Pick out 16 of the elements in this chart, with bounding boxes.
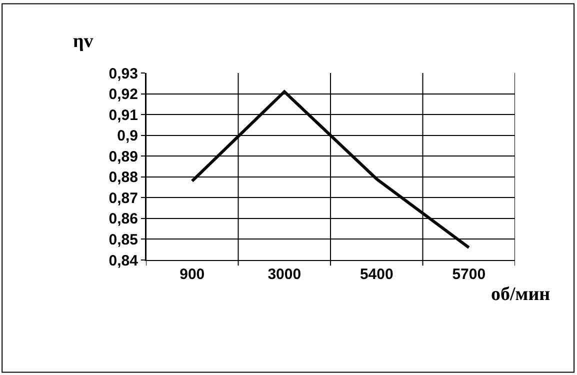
y-tick-label: 0,88: [108, 169, 138, 186]
y-tick-label: 0,93: [108, 65, 138, 82]
y-tick-label: 0,92: [108, 86, 138, 104]
y-tick-label: 0,84: [108, 252, 139, 270]
y-axis-title: ηv: [73, 31, 94, 52]
y-tick-label: 0,89: [108, 148, 138, 166]
x-tick-label: 3000: [268, 266, 302, 283]
y-tick-label: 0,9: [117, 128, 138, 145]
x-tick-label: 5400: [360, 266, 394, 283]
y-tick-label: 0,85: [108, 231, 138, 248]
x-tick-label: 900: [180, 266, 205, 283]
x-tick-label: 5700: [452, 266, 486, 283]
y-tick-label: 0,87: [108, 190, 138, 207]
y-tick-label: 0,91: [108, 106, 138, 124]
y-tick-label: 0,86: [108, 210, 138, 228]
x-axis-title: об/мин: [491, 284, 550, 305]
